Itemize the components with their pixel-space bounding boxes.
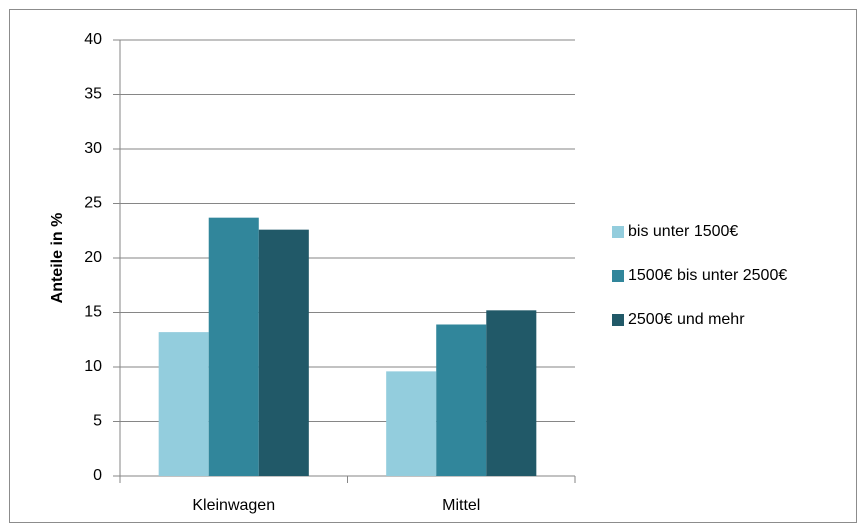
x-tick-label: Kleinwagen [192,497,275,514]
bar [208,217,259,477]
bar [386,371,437,476]
y-tick-label: 40 [84,31,102,48]
y-tick-label: 30 [84,140,102,157]
y-axis-label: Anteile in % [49,213,66,304]
legend-label: 2500€ und mehr [628,311,745,328]
legend-label: 1500€ bis unter 2500€ [628,267,787,284]
y-tick-label: 15 [84,304,102,321]
bar [486,310,537,476]
y-tick-label: 0 [93,467,102,484]
legend-swatch [612,226,624,238]
y-tick-label: 25 [84,195,102,212]
legend-swatch [612,314,624,326]
y-tick-label: 5 [93,413,102,430]
legend-label: bis unter 1500€ [628,223,738,240]
y-tick-label: 35 [84,86,102,103]
legend-swatch [612,270,624,282]
y-tick-label: 20 [84,249,102,266]
bar [436,324,487,476]
bar [158,332,209,476]
x-tick-label: Mittel [442,497,480,514]
y-tick-label: 10 [84,358,102,375]
bar [258,229,309,476]
